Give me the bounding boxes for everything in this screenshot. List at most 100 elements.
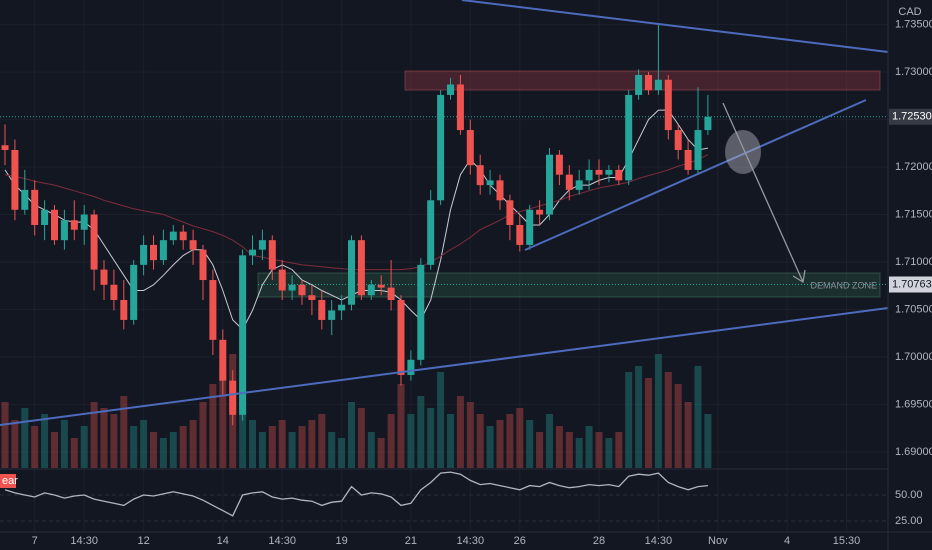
candle-body bbox=[496, 180, 504, 201]
candle-body bbox=[338, 304, 346, 311]
volume-bar bbox=[377, 438, 385, 468]
volume-bar bbox=[110, 414, 118, 468]
candle-body bbox=[51, 209, 58, 241]
candle-body bbox=[159, 240, 167, 261]
volume-bar bbox=[654, 354, 662, 468]
candle-body bbox=[1, 145, 9, 150]
y-tick-label: 1.69000 bbox=[895, 446, 932, 458]
candle-body bbox=[694, 130, 702, 170]
candle-body bbox=[90, 214, 98, 270]
volume-bar bbox=[318, 414, 326, 468]
volume-bar bbox=[338, 438, 346, 468]
moving-average bbox=[4, 109, 708, 331]
volume-bar bbox=[70, 438, 78, 468]
volume-bar bbox=[546, 414, 553, 468]
indicator-tick-label: 50.00 bbox=[895, 489, 923, 501]
volume-bar bbox=[150, 432, 157, 468]
volume-bar bbox=[140, 420, 148, 468]
volume-bar bbox=[31, 426, 39, 468]
candle-body bbox=[318, 299, 326, 320]
x-tick-label: 4 bbox=[784, 535, 790, 547]
volume-bar bbox=[268, 426, 276, 468]
volume-bar bbox=[199, 402, 207, 468]
candle-body bbox=[536, 209, 544, 215]
indicator-label-box bbox=[0, 474, 16, 488]
x-tick-label: 26 bbox=[514, 535, 526, 547]
candle-body bbox=[288, 284, 296, 291]
x-tick-label: 14:30 bbox=[645, 535, 673, 547]
volume-bar bbox=[1, 402, 9, 468]
volume-bar bbox=[90, 402, 98, 468]
candle-body bbox=[110, 284, 118, 300]
y-tick-label: 1.70500 bbox=[895, 303, 932, 315]
candle-body bbox=[169, 231, 177, 241]
candle-body bbox=[645, 74, 652, 91]
candle-body bbox=[555, 154, 563, 175]
volume-bar bbox=[249, 420, 256, 468]
volume-bar bbox=[466, 402, 474, 468]
x-tick-label: 12 bbox=[137, 535, 149, 547]
volume-bar bbox=[476, 414, 484, 468]
candle-body bbox=[140, 244, 148, 265]
candle-body bbox=[565, 174, 573, 190]
volume-bar bbox=[437, 372, 445, 468]
candle-body bbox=[506, 200, 514, 225]
candle-body bbox=[70, 220, 78, 230]
volume-bar bbox=[704, 414, 712, 468]
volume-bar bbox=[447, 414, 454, 468]
volume-bar bbox=[615, 432, 623, 468]
volume-bar bbox=[417, 396, 425, 468]
volume-bar bbox=[21, 408, 29, 468]
volume-bar bbox=[684, 402, 692, 468]
candle-body bbox=[684, 149, 692, 170]
candle-body bbox=[447, 84, 454, 95]
volume-bar bbox=[258, 432, 266, 468]
volume-bar bbox=[506, 414, 514, 468]
candle-body bbox=[437, 94, 445, 201]
candle-body bbox=[704, 116, 712, 131]
volume-bar bbox=[575, 438, 583, 468]
volume-bar bbox=[130, 426, 138, 468]
volume-bar bbox=[397, 384, 405, 468]
volume-bar bbox=[555, 426, 563, 468]
volume-bar bbox=[239, 378, 247, 468]
candle-body bbox=[674, 130, 682, 150]
candle-body bbox=[308, 295, 316, 300]
candle-body bbox=[120, 299, 128, 320]
candle-body bbox=[150, 244, 157, 261]
candle-body bbox=[100, 269, 108, 285]
candle-body bbox=[417, 264, 425, 360]
volume-bar bbox=[674, 384, 682, 468]
volume-bar bbox=[169, 432, 177, 468]
candle-body bbox=[41, 209, 49, 225]
y-tick-label: 1.73500 bbox=[895, 19, 932, 31]
price-label-box bbox=[889, 108, 932, 125]
candle-body bbox=[60, 220, 68, 241]
arrow-head bbox=[792, 269, 806, 284]
y-tick-label: 1.73000 bbox=[895, 66, 932, 78]
candle-body bbox=[249, 249, 256, 256]
y-tick-label: 1.71500 bbox=[895, 208, 932, 220]
candle-body bbox=[209, 280, 217, 340]
volume-bar bbox=[328, 432, 336, 468]
candle-body bbox=[486, 180, 494, 186]
candle-body bbox=[298, 284, 306, 296]
candle-body bbox=[387, 287, 395, 300]
volume-bar bbox=[60, 420, 68, 468]
x-tick-label: Nov bbox=[708, 535, 728, 547]
candle-body bbox=[367, 284, 375, 296]
candle-body bbox=[625, 94, 633, 181]
candle-body bbox=[219, 339, 227, 381]
volume-bar bbox=[41, 414, 49, 468]
candle-body bbox=[377, 284, 385, 288]
data bbox=[0, 24, 888, 517]
volume-bar bbox=[288, 432, 296, 468]
candle-body bbox=[199, 249, 207, 281]
candle-body bbox=[476, 165, 484, 186]
y-tick-label: 1.72000 bbox=[895, 161, 932, 173]
price-label: 1.72530 bbox=[892, 111, 932, 123]
candle-body bbox=[278, 269, 286, 291]
volume-bar bbox=[209, 384, 217, 468]
